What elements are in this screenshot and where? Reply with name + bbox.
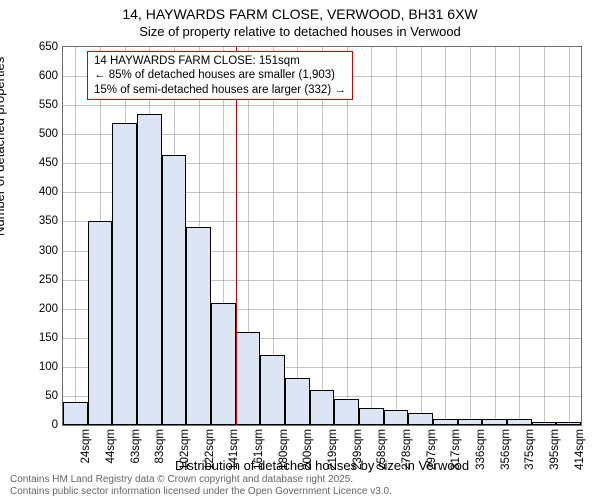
bar bbox=[433, 419, 458, 425]
annotation-line2: ← 85% of detached houses are smaller (1,… bbox=[94, 68, 346, 82]
bar bbox=[556, 422, 581, 425]
bar bbox=[63, 402, 88, 425]
bar bbox=[162, 155, 187, 425]
y-tick-label: 150 bbox=[18, 332, 58, 344]
y-tick-label: 300 bbox=[18, 245, 58, 257]
bar bbox=[310, 390, 335, 425]
y-tick-label: 550 bbox=[18, 99, 58, 111]
bar bbox=[334, 399, 359, 425]
y-tick-label: 400 bbox=[18, 186, 58, 198]
y-tick-label: 50 bbox=[18, 390, 58, 402]
y-tick-label: 100 bbox=[18, 361, 58, 373]
footer-attribution: Contains HM Land Registry data © Crown c… bbox=[10, 474, 392, 498]
footer-line2: Contains public sector information licen… bbox=[10, 486, 392, 498]
bar bbox=[88, 221, 113, 425]
annotation-box: 14 HAYWARDS FARM CLOSE: 151sqm ← 85% of … bbox=[87, 51, 353, 100]
y-axis-label: Number of detached properties bbox=[0, 57, 7, 236]
bar bbox=[285, 378, 310, 425]
annotation-line3: 15% of semi-detached houses are larger (… bbox=[94, 83, 346, 97]
bar bbox=[384, 410, 409, 425]
x-axis-label: Distribution of detached houses by size … bbox=[62, 458, 582, 473]
y-tick-label: 600 bbox=[18, 70, 58, 82]
bar bbox=[532, 422, 557, 425]
plot-area: 14 HAYWARDS FARM CLOSE: 151sqm ← 85% of … bbox=[62, 46, 582, 426]
bar bbox=[359, 408, 384, 425]
bar bbox=[458, 419, 483, 425]
bar bbox=[482, 419, 507, 425]
y-tick-label: 250 bbox=[18, 274, 58, 286]
bar bbox=[236, 332, 261, 425]
bar bbox=[186, 227, 211, 425]
y-tick-label: 450 bbox=[18, 157, 58, 169]
histogram-bars bbox=[63, 47, 581, 425]
bar bbox=[408, 413, 433, 425]
annotation-line1: 14 HAYWARDS FARM CLOSE: 151sqm bbox=[94, 54, 346, 68]
chart-canvas: 14, HAYWARDS FARM CLOSE, VERWOOD, BH31 6… bbox=[0, 0, 600, 500]
bar bbox=[112, 123, 137, 425]
chart-subtitle: Size of property relative to detached ho… bbox=[0, 24, 600, 39]
bar bbox=[507, 419, 532, 425]
y-tick-label: 650 bbox=[18, 41, 58, 53]
y-tick-label: 0 bbox=[18, 419, 58, 431]
bar bbox=[260, 355, 285, 425]
bar bbox=[137, 114, 162, 425]
y-tick-label: 200 bbox=[18, 303, 58, 315]
footer-line1: Contains HM Land Registry data © Crown c… bbox=[10, 474, 392, 486]
marker-line bbox=[236, 47, 237, 425]
y-tick-label: 500 bbox=[18, 128, 58, 140]
chart-title: 14, HAYWARDS FARM CLOSE, VERWOOD, BH31 6… bbox=[0, 6, 600, 22]
bar bbox=[211, 303, 236, 425]
y-tick-label: 350 bbox=[18, 215, 58, 227]
